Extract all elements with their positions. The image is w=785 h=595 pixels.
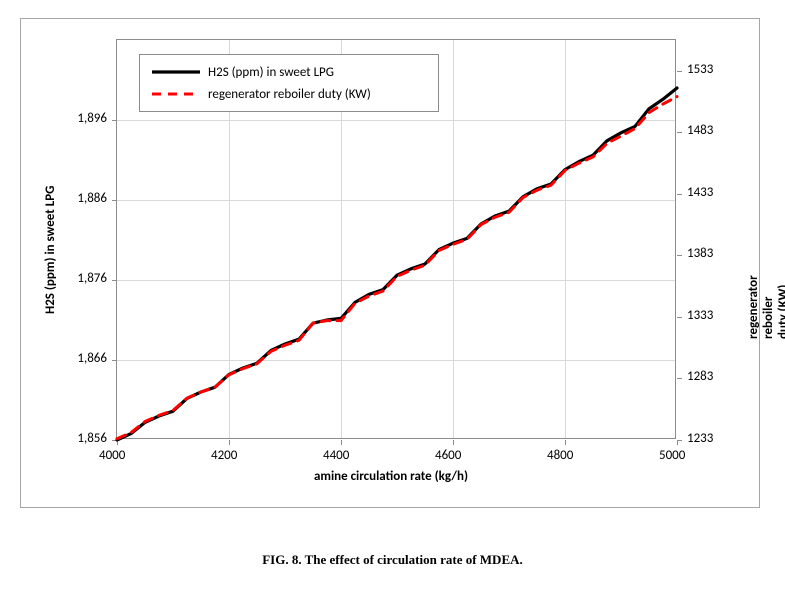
y-right-tick-mark bbox=[677, 378, 682, 379]
x-tick-mark bbox=[565, 440, 566, 445]
y-right-tick-mark bbox=[677, 255, 682, 256]
figure-caption: FIG. 8. The effect of circulation rate o… bbox=[0, 552, 785, 568]
y-right-tick-label: 1333 bbox=[687, 308, 713, 323]
y-right-tick-label: 1483 bbox=[687, 123, 713, 138]
legend-label: H2S (ppm) in sweet LPG bbox=[208, 65, 334, 80]
legend-item: regenerator reboiler duty (KW) bbox=[150, 83, 428, 105]
x-tick-mark bbox=[453, 440, 454, 445]
x-tick-label: 4200 bbox=[211, 448, 237, 463]
y-left-tick-label: 1,886 bbox=[57, 191, 107, 206]
x-tick-label: 4400 bbox=[323, 448, 349, 463]
y-left-tick-label: 1,866 bbox=[57, 351, 107, 366]
legend-label: regenerator reboiler duty (KW) bbox=[208, 87, 371, 102]
x-tick-label: 5000 bbox=[659, 448, 685, 463]
legend-item: H2S (ppm) in sweet LPG bbox=[150, 61, 428, 83]
y-left-tick-label: 1,896 bbox=[57, 111, 107, 126]
legend-swatch bbox=[150, 63, 202, 81]
y-right-tick-mark bbox=[677, 132, 682, 133]
y-left-axis-label: H2S (ppm) in sweet LPG bbox=[43, 186, 58, 314]
x-tick-label: 4600 bbox=[435, 448, 461, 463]
legend: H2S (ppm) in sweet LPG regenerator reboil… bbox=[139, 54, 439, 112]
series-line bbox=[117, 97, 677, 439]
y-right-tick-label: 1433 bbox=[687, 185, 713, 200]
x-tick-mark bbox=[229, 440, 230, 445]
x-tick-mark bbox=[341, 440, 342, 445]
y-left-tick-label: 1,856 bbox=[57, 431, 107, 446]
y-left-tick-label: 1,876 bbox=[57, 271, 107, 286]
legend-swatch bbox=[150, 85, 202, 103]
x-tick-label: 4800 bbox=[547, 448, 573, 463]
y-right-tick-mark bbox=[677, 194, 682, 195]
figure-container: 4000 4200 4400 4600 4800 5000 1,856 1,866 1,876 1… bbox=[0, 0, 785, 595]
y-right-tick-label: 1233 bbox=[687, 431, 713, 446]
y-right-tick-label: 1283 bbox=[687, 369, 713, 384]
chart-outer-frame: 4000 4200 4400 4600 4800 5000 1,856 1,866 1,876 1… bbox=[20, 18, 760, 508]
series-line bbox=[117, 88, 677, 440]
y-right-tick-mark bbox=[677, 440, 682, 441]
y-right-tick-label: 1383 bbox=[687, 246, 713, 261]
y-right-axis-label: regenerator reboiler duty (KW) bbox=[746, 275, 785, 339]
y-right-tick-mark bbox=[677, 71, 682, 72]
x-tick-label: 4000 bbox=[99, 448, 125, 463]
y-right-tick-mark bbox=[677, 317, 682, 318]
y-right-tick-label: 1533 bbox=[687, 62, 713, 77]
x-axis-label: amine circulation rate (kg/h) bbox=[21, 469, 761, 484]
